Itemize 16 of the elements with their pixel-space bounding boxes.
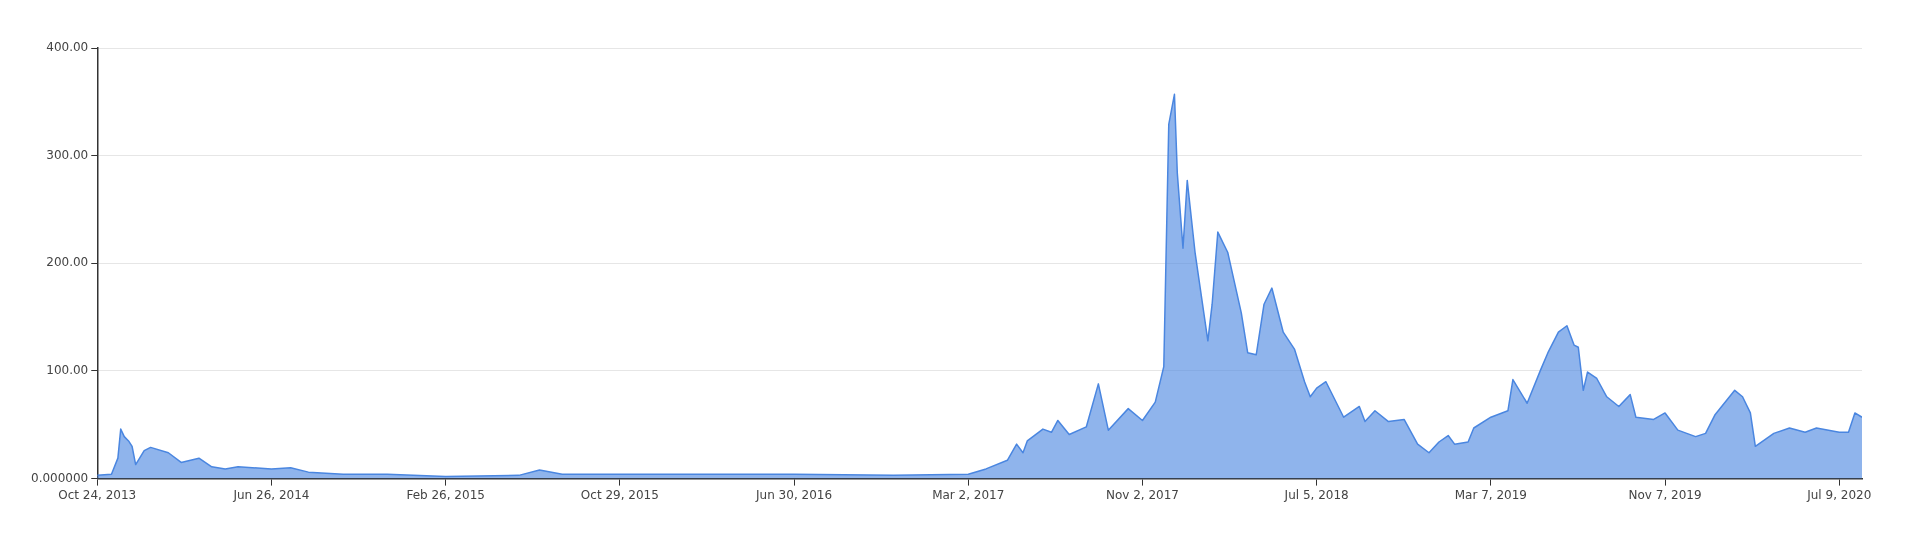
y-tick-label: 400.00 — [46, 40, 89, 55]
x-tick-label: Nov 2, 2017 — [1105, 487, 1179, 502]
x-tick-label: Oct 29, 2015 — [580, 487, 659, 502]
y-tick-label: 300.00 — [46, 147, 89, 162]
x-tick-label: Jul 9, 2020 — [1806, 487, 1872, 502]
x-tick-label: Feb 26, 2015 — [406, 487, 485, 502]
x-tick-label: Mar 7, 2019 — [1454, 487, 1527, 502]
x-tick-label: Oct 24, 2013 — [58, 487, 137, 502]
x-tick-label: Jun 30, 2016 — [755, 487, 833, 502]
x-tick-label: Jul 5, 2018 — [1283, 487, 1349, 502]
x-tick-label: Mar 2, 2017 — [932, 487, 1005, 502]
x-tick-label: Jun 26, 2014 — [232, 487, 310, 502]
x-tick-label: Nov 7, 2019 — [1628, 487, 1702, 502]
y-tick-label: 0.000000 — [30, 470, 89, 485]
y-tick-label: 200.00 — [46, 255, 89, 270]
y-tick-label: 100.00 — [46, 363, 89, 378]
